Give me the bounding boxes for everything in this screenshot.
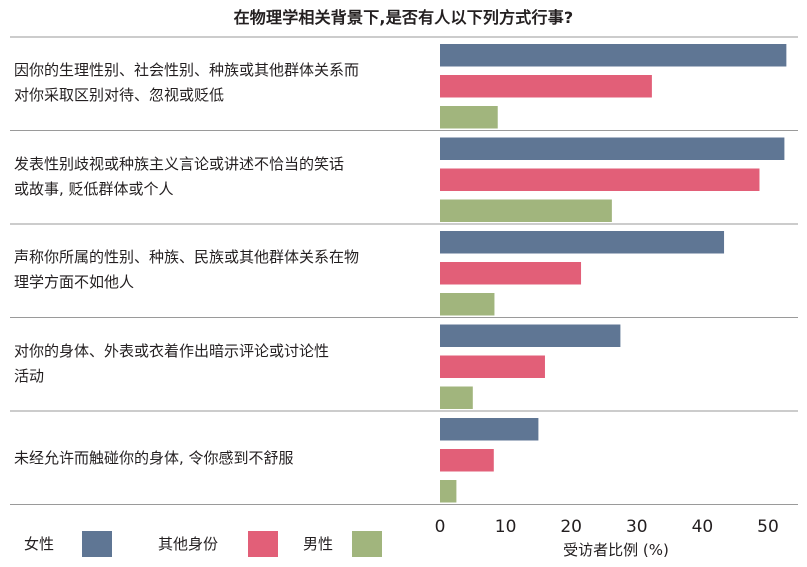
x-tick-label: 10 xyxy=(494,517,517,537)
bar xyxy=(440,418,539,441)
category-label-line: 理学方面不如他人 xyxy=(14,273,135,291)
category-label: 因你的生理性别、社会性别、种族或其他群体关系而 对你采取区别对待、忽视或贬低 xyxy=(14,58,434,108)
category-label: 对你的身体、外表或衣着作出暗示评论或讨论性 活动 xyxy=(14,339,434,389)
category-label-line: 或故事, 贬低群体或个人 xyxy=(14,179,174,198)
bar xyxy=(440,137,785,160)
x-tick-label: 0 xyxy=(434,517,446,537)
bar xyxy=(440,386,473,409)
x-tick-label: 40 xyxy=(691,517,714,537)
bar xyxy=(440,75,652,98)
bar xyxy=(440,449,494,472)
category-label-line: 因你的生理性别、社会性别、种族或其他群体关系而 xyxy=(14,61,360,79)
bar xyxy=(440,168,760,191)
bar xyxy=(440,199,612,222)
legend-swatch xyxy=(248,531,278,557)
legend-label: 其他身份 xyxy=(158,535,219,553)
legend-label: 女性 xyxy=(24,535,55,553)
bar xyxy=(440,106,498,129)
bar xyxy=(440,262,582,285)
category-label-line: 未经允许而触碰你的身体, 令你感到不舒服 xyxy=(14,449,294,467)
category-label-line: 对你采取区别对待、忽视或贬低 xyxy=(14,86,225,104)
bar xyxy=(440,44,787,67)
bar xyxy=(440,324,621,347)
chart-title: 在物理学相关背景下,是否有人以下列方式行事? xyxy=(233,8,574,27)
x-tick-label: 50 xyxy=(757,517,779,537)
category-label-line: 发表性别歧视或种族主义言论或讲述不恰当的笑话 xyxy=(14,154,345,173)
bar xyxy=(440,355,545,378)
category-label-line: 活动 xyxy=(14,366,45,385)
bar xyxy=(440,231,725,254)
category-label-line: 声称你所属的性别、种族、民族或其他群体关系在物 xyxy=(14,248,360,266)
x-tick-label: 20 xyxy=(560,517,582,537)
category-label: 未经允许而触碰你的身体, 令你感到不舒服 xyxy=(14,446,434,471)
legend-swatch xyxy=(352,531,382,557)
legend-swatch xyxy=(82,531,112,557)
x-axis-title: 受访者比例 (%) xyxy=(563,541,669,559)
x-tick-label: 30 xyxy=(625,517,648,537)
bar xyxy=(440,293,495,316)
category-label: 声称你所属的性别、种族、民族或其他群体关系在物 理学方面不如他人 xyxy=(14,245,434,295)
category-label: 发表性别歧视或种族主义言论或讲述不恰当的笑话 或故事, 贬低群体或个人 xyxy=(14,152,434,202)
legend-label: 男性 xyxy=(303,535,334,553)
category-label-line: 对你的身体、外表或衣着作出暗示评论或讨论性 xyxy=(14,341,330,360)
bar xyxy=(440,480,457,503)
